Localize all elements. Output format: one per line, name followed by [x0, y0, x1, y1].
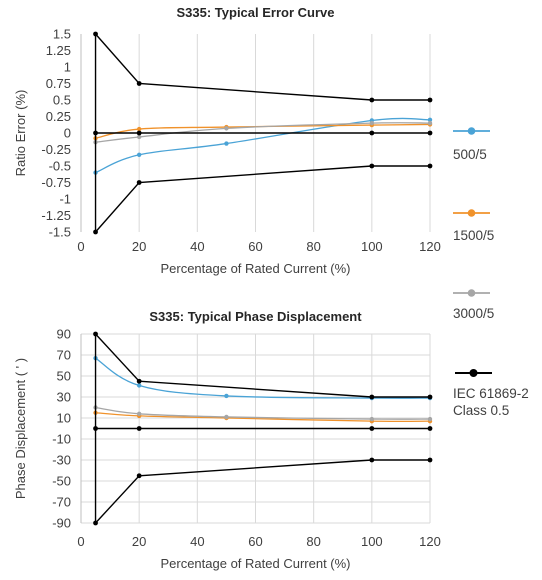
data-point	[369, 394, 375, 400]
data-point	[369, 426, 375, 431]
data-point	[427, 117, 433, 123]
series-line	[95, 123, 431, 139]
legend-swatch-marker	[467, 209, 476, 217]
y-tick-label: -50	[52, 474, 71, 489]
legend-label: 500/5	[453, 147, 487, 162]
y-tick-label: 70	[57, 348, 71, 363]
x-tick-label: 80	[306, 239, 320, 254]
x-tick-label: 20	[132, 534, 146, 549]
y-tick-label: -1.25	[41, 208, 71, 223]
data-point	[136, 130, 142, 136]
data-point	[136, 426, 142, 431]
y-tick-label: -0.75	[41, 175, 71, 190]
y-axis-label: Ratio Error (%)	[13, 90, 28, 177]
data-point	[427, 130, 433, 136]
legend-swatch-marker	[469, 369, 478, 377]
data-point	[427, 120, 433, 126]
y-tick-label: 30	[57, 390, 71, 405]
y-tick-label: -10	[52, 432, 71, 447]
data-point	[369, 130, 375, 136]
x-tick-label: 100	[361, 239, 383, 254]
data-point	[427, 394, 433, 400]
data-point	[369, 457, 375, 463]
y-tick-label: 0.75	[46, 76, 71, 91]
y-tick-label: 0	[64, 126, 71, 141]
x-tick-label: 40	[190, 239, 204, 254]
legend-swatch-marker	[467, 289, 476, 297]
y-tick-label: -0.25	[41, 142, 71, 157]
data-point	[427, 416, 433, 422]
y-tick-label: -30	[52, 453, 71, 468]
series-line	[95, 357, 431, 399]
data-point	[136, 383, 142, 388]
y-tick-label: 10	[57, 411, 71, 426]
data-point	[369, 120, 375, 126]
chart-title: S335: Typical Phase Displacement	[149, 309, 362, 324]
data-point	[369, 97, 375, 103]
data-point	[224, 126, 229, 131]
y-tick-label: 1.5	[53, 27, 71, 42]
data-point	[224, 414, 229, 420]
series-line	[95, 333, 430, 398]
legend-swatch-marker	[467, 127, 476, 135]
data-point	[427, 426, 433, 431]
data-point	[136, 152, 142, 157]
data-point	[224, 393, 229, 399]
data-point	[136, 134, 142, 140]
data-point	[136, 180, 142, 185]
x-tick-label: 80	[306, 534, 320, 549]
y-tick-label: -1	[59, 192, 71, 207]
x-tick-label: 60	[248, 239, 262, 254]
y-axis-label: Phase Displacement ( ' )	[13, 358, 28, 499]
y-tick-label: 1.25	[46, 43, 71, 58]
data-point	[427, 457, 433, 463]
series-line	[95, 165, 430, 233]
series-line	[95, 406, 431, 420]
x-tick-label: 60	[248, 534, 262, 549]
x-axis-label: Percentage of Rated Current (%)	[160, 261, 350, 276]
chart-title: S335: Typical Error Curve	[177, 5, 335, 20]
y-tick-label: -0.5	[49, 159, 71, 174]
y-tick-label: -1.5	[49, 225, 71, 240]
data-point	[136, 126, 142, 132]
data-point	[136, 473, 142, 479]
data-point	[136, 378, 142, 384]
legend-label: 1500/5	[453, 228, 494, 243]
x-tick-label: 120	[419, 534, 441, 549]
y-tick-label: 1	[64, 60, 71, 75]
y-tick-label: 0.25	[46, 109, 71, 124]
x-tick-label: 20	[132, 239, 146, 254]
data-point	[224, 141, 229, 146]
legend-label: Class 0.5	[453, 403, 509, 418]
y-tick-label: -90	[52, 516, 71, 531]
y-tick-label: -70	[52, 495, 71, 510]
y-tick-label: 90	[57, 327, 71, 342]
data-point	[427, 163, 433, 169]
series-line	[95, 459, 430, 524]
y-tick-label: 0.5	[53, 93, 71, 108]
x-tick-label: 0	[77, 534, 84, 549]
data-point	[136, 411, 142, 416]
x-tick-label: 100	[361, 534, 383, 549]
x-tick-label: 120	[419, 239, 441, 254]
data-point	[427, 97, 433, 103]
legend-label: 3000/5	[453, 306, 494, 321]
data-point	[369, 163, 375, 169]
legend-label: IEC 61869-2	[453, 386, 529, 401]
series-line	[95, 33, 430, 101]
x-axis-label: Percentage of Rated Current (%)	[160, 556, 350, 571]
series-line	[95, 117, 431, 174]
x-tick-label: 0	[77, 239, 84, 254]
data-point	[136, 81, 142, 86]
x-tick-label: 40	[190, 534, 204, 549]
series-line	[95, 122, 431, 143]
data-point	[369, 416, 375, 422]
y-tick-label: 50	[57, 369, 71, 384]
series-line	[95, 412, 431, 423]
